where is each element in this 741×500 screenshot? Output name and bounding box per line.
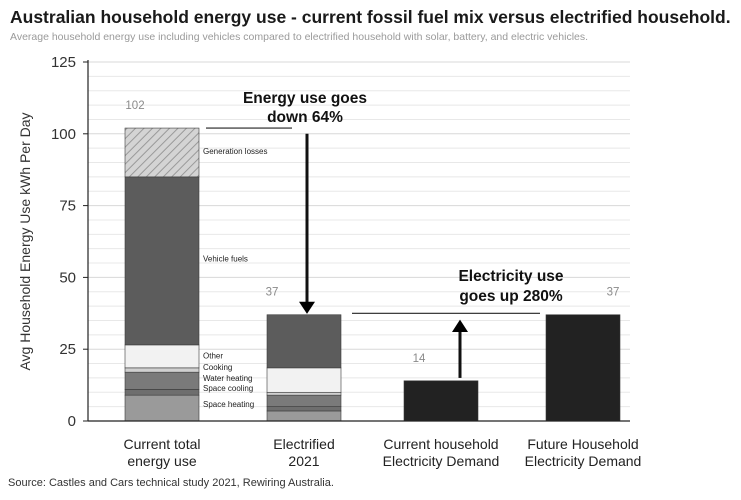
segment-label-generation-losses: Generation losses	[203, 147, 267, 156]
y-tick-label: 75	[59, 198, 76, 215]
axes: 0 25 50 75 100 125 Avg Household Energy Use kW…	[17, 54, 630, 430]
segment-label-vehicle-fuels: Vehicle fuels	[203, 255, 248, 264]
y-tick-label: 125	[51, 54, 76, 71]
x-category-label: Electrified	[273, 436, 334, 452]
segment-label-other: Other	[203, 352, 223, 361]
bar-total-label: 14	[413, 353, 426, 365]
bars	[124, 127, 621, 422]
bar-total-label: 37	[607, 287, 620, 299]
down-arrow-head	[299, 301, 315, 314]
segment-label-water-heating: Water heating	[203, 374, 253, 383]
x-category-label: Electricity Demand	[525, 453, 642, 469]
y-tick-label: 0	[68, 413, 76, 430]
annotation-electricity-up-line2: goes up 280%	[459, 288, 563, 305]
x-category-label: Current household	[383, 436, 498, 452]
bar-segment-electricity-demand	[545, 314, 621, 422]
bar-segment-space-cooling	[266, 406, 342, 412]
y-axis-label: Avg Household Energy Use kWh Per Day	[17, 112, 33, 370]
x-category-label: Electricity Demand	[383, 453, 500, 469]
bar-total-label: 102	[125, 100, 144, 112]
up-arrow-head	[452, 319, 468, 332]
annotation-energy-down-line1: Energy use goes	[243, 90, 367, 107]
x-category-label: energy use	[127, 453, 196, 469]
x-category-label: Current total	[123, 436, 200, 452]
x-category-label: 2021	[288, 453, 319, 469]
bar-segment-water-heating	[124, 371, 200, 390]
segment-label-space-cooling: Space cooling	[203, 384, 253, 393]
bar-segment-electricity-demand	[403, 380, 479, 422]
annotations: Energy use goes down 64% Electricity use go…	[206, 90, 564, 378]
annotation-energy-down-line2: down 64%	[267, 109, 343, 126]
bar-segment-water-heating	[266, 394, 342, 407]
bar-segment-cooking	[124, 367, 200, 373]
annotation-electricity-up-line1: Electricity use	[458, 268, 563, 285]
bar-segment-space-heating	[266, 410, 342, 422]
source-note: Source: Castles and Cars technical study…	[8, 477, 334, 489]
y-tick-label: 25	[59, 341, 76, 358]
bar-segment-generation-losses	[124, 127, 200, 178]
x-category-label: Future Household	[527, 436, 638, 452]
chart-subtitle: Average household energy use including v…	[10, 31, 589, 43]
bar-segment-space-heating	[124, 394, 200, 422]
bar-segment-other	[124, 344, 200, 369]
bar-segment-space-cooling	[124, 389, 200, 396]
bar-segment-vehicle-fuels	[124, 176, 200, 346]
bar-segment-vehicle-fuels	[266, 314, 342, 369]
segment-label-cooking: Cooking	[203, 363, 232, 372]
bar-segment-cooking	[266, 391, 342, 396]
segment-label-space-heating: Space heating	[203, 400, 254, 409]
bar-segment-other	[266, 367, 342, 393]
chart-title: Australian household energy use - curren…	[10, 7, 731, 27]
bar-total-label: 37	[266, 287, 279, 299]
y-tick-label: 100	[51, 126, 76, 143]
y-tick-label: 50	[59, 269, 76, 286]
